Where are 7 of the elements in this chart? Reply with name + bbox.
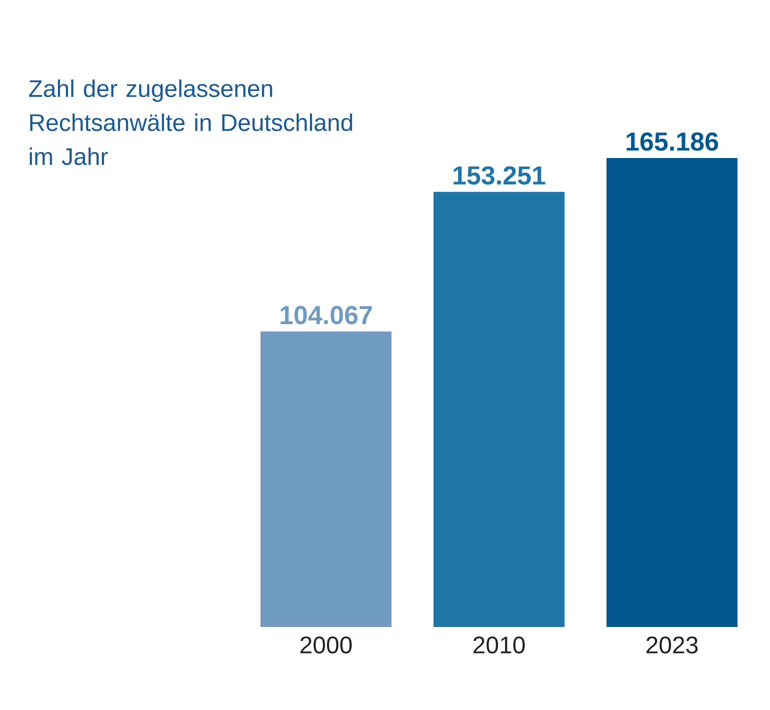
chart-title: Zahl der zugelassenen Rechtsanwälte in Deutschland im Jahr [29, 79, 352, 166]
x-tick-label: 2010 [474, 636, 525, 654]
x-tick-label: 2023 [646, 636, 698, 654]
data-label: 104.067 [280, 306, 372, 324]
data-label: 165.186 [626, 132, 718, 151]
data-label: 153.251 [454, 166, 546, 185]
x-tick-label: 2000 [300, 636, 352, 654]
